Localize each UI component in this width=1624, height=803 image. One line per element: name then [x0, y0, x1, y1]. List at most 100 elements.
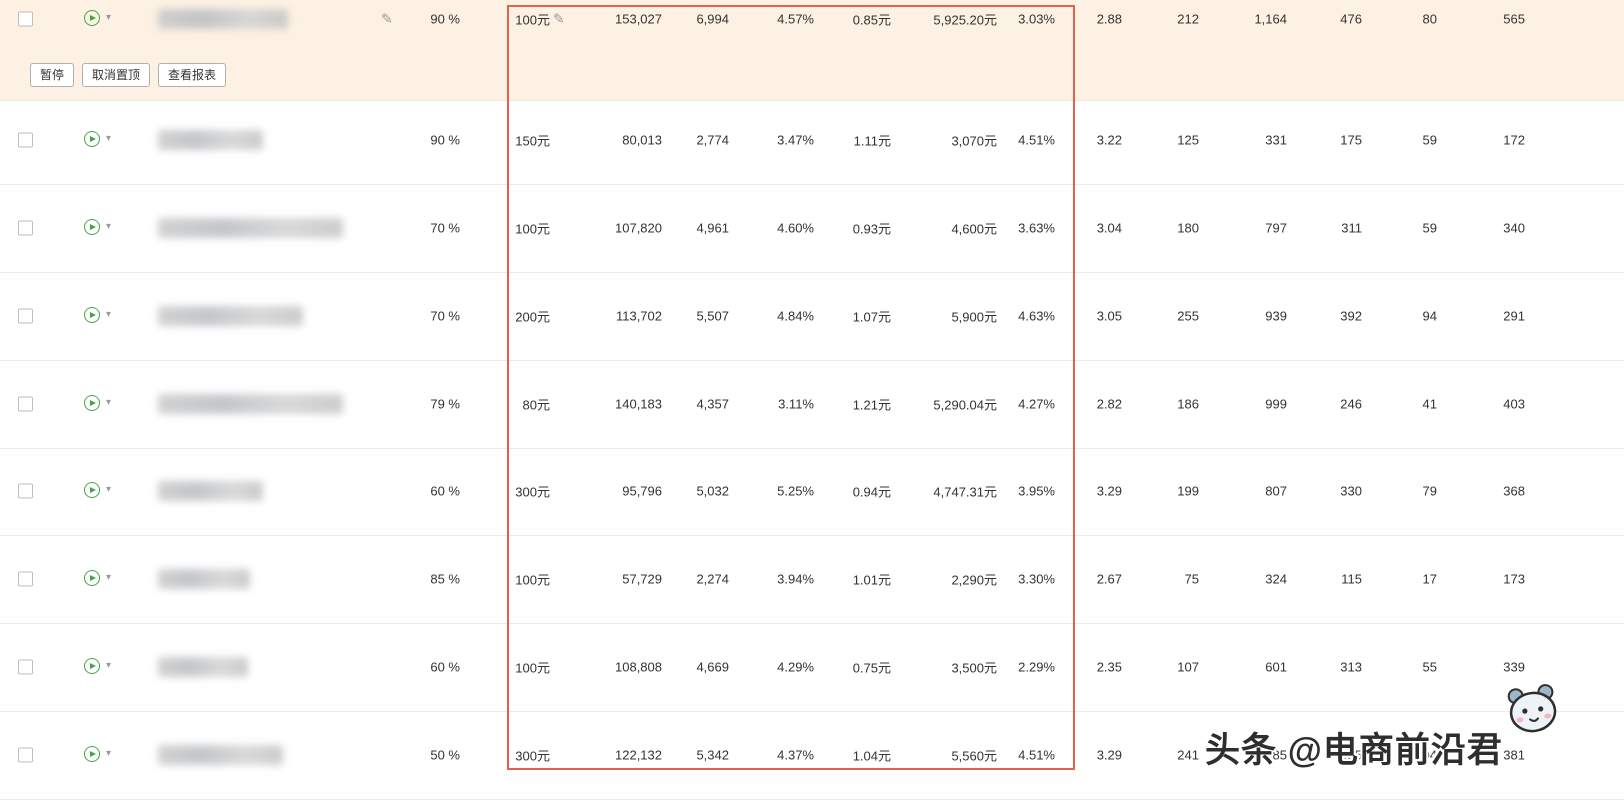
cell-metric-10: 107: [1177, 659, 1199, 675]
cell-discount-percent: 60 %: [430, 483, 460, 499]
cell-impressions: 107,820: [615, 220, 662, 236]
chevron-down-icon[interactable]: ▾: [106, 660, 112, 671]
cell-impressions: 80,013: [622, 132, 662, 148]
cell-daily-budget: 300元: [515, 484, 550, 500]
cell-metric-10: 125: [1177, 132, 1199, 148]
cell-metric-11: 1,164: [1254, 11, 1287, 26]
campaign-name-redacted: [158, 394, 343, 414]
chevron-down-icon[interactable]: ▾: [106, 397, 112, 408]
chevron-down-icon[interactable]: ▾: [106, 221, 112, 232]
campaign-name-redacted: [158, 8, 288, 29]
row-checkbox[interactable]: [18, 483, 33, 499]
cell-conversion-rate: 3.63%: [1018, 220, 1055, 236]
play-button[interactable]: ▾: [84, 130, 118, 150]
cell-metric-12: 330: [1340, 483, 1362, 499]
cell-spend: 3,500元: [951, 660, 997, 676]
cell-metric-10: 199: [1177, 483, 1199, 499]
chevron-down-icon[interactable]: ▾: [106, 133, 112, 144]
cell-metric-11: 939: [1265, 308, 1287, 324]
row-checkbox[interactable]: [18, 308, 33, 324]
cell-daily-budget: 80元: [522, 397, 550, 413]
play-icon: [84, 482, 100, 498]
cell-cpc: 0.85元: [852, 12, 891, 27]
play-icon: [84, 9, 100, 26]
play-button[interactable]: ▾: [84, 306, 118, 326]
cell-metric-12: 455: [1340, 747, 1362, 763]
chevron-down-icon[interactable]: ▾: [106, 309, 112, 320]
cell-metric-13: 80: [1422, 11, 1437, 26]
cell-metric-9: 2.82: [1096, 396, 1122, 412]
cell-conversion-rate: 4.63%: [1018, 308, 1055, 324]
cell-clicks: 2,274: [696, 571, 729, 587]
play-button[interactable]: ▾: [84, 9, 118, 29]
pause-button[interactable]: 暂停: [30, 63, 75, 87]
chevron-down-icon[interactable]: ▾: [106, 484, 112, 495]
table-row: ▾ 90 % ✎ 100元 ✎ 153,027 6,994 4.57% 0.85…: [0, 0, 1624, 37]
campaign-name-redacted: [158, 657, 248, 677]
cell-ctr: 4.29%: [777, 659, 814, 675]
row-checkbox[interactable]: [18, 396, 33, 412]
unpin-button[interactable]: 取消置顶: [82, 63, 151, 87]
cell-metric-9: 2.67: [1096, 571, 1122, 587]
row-checkbox[interactable]: [18, 659, 33, 675]
cell-metric-13: 17: [1422, 571, 1437, 587]
cell-daily-budget: 150元: [515, 133, 550, 149]
cell-conversion-rate: 3.30%: [1018, 571, 1055, 587]
table-row: ▾ 70 % ✎ 200元 ✎ 113,702 5,507 4.84% 1.07…: [0, 272, 1624, 361]
cell-metric-14: 381: [1503, 747, 1525, 763]
campaign-name-redacted: [158, 569, 250, 589]
cell-daily-budget: 100元: [515, 12, 550, 27]
chevron-down-icon[interactable]: ▾: [106, 11, 112, 23]
play-button[interactable]: ▾: [84, 481, 118, 501]
cell-spend: 4,747.31元: [933, 484, 997, 500]
play-button[interactable]: ▾: [84, 745, 118, 765]
row-checkbox[interactable]: [18, 220, 33, 236]
edit-budget-icon[interactable]: ✎: [553, 10, 565, 26]
cell-conversion-rate: 4.27%: [1018, 396, 1055, 412]
cell-metric-11: 797: [1265, 220, 1287, 236]
cell-daily-budget: 300元: [515, 748, 550, 764]
cell-metric-14: 340: [1503, 220, 1525, 236]
cell-impressions: 113,702: [615, 308, 662, 324]
cell-metric-13: 55: [1422, 659, 1437, 675]
cell-discount-percent: 79 %: [430, 396, 460, 412]
play-button[interactable]: ▾: [84, 657, 118, 677]
action-bar: 暂停 取消置顶 查看报表: [30, 63, 227, 87]
cell-impressions: 108,808: [615, 659, 662, 675]
play-icon: [84, 395, 100, 411]
cell-spend: 3,070元: [951, 133, 997, 149]
chevron-down-icon[interactable]: ▾: [106, 572, 112, 583]
play-icon: [84, 570, 100, 586]
cell-metric-14: 339: [1503, 659, 1525, 675]
row-checkbox[interactable]: [18, 747, 33, 763]
cell-discount-percent: 90 %: [430, 11, 460, 26]
cell-spend: 5,290.04元: [933, 397, 997, 413]
cell-discount-percent: 85 %: [430, 571, 460, 587]
cell-daily-budget: 100元: [515, 221, 550, 237]
cell-discount-percent: 90 %: [430, 132, 460, 148]
cell-metric-11: 601: [1265, 659, 1287, 675]
play-button[interactable]: ▾: [84, 394, 118, 414]
play-button[interactable]: ▾: [84, 218, 118, 238]
edit-name-icon[interactable]: ✎: [381, 10, 393, 26]
cell-metric-9: 2.35: [1096, 659, 1122, 675]
play-button[interactable]: ▾: [84, 569, 118, 589]
table-row: ▾ 60 % ✎ 100元 ✎ 108,808 4,669 4.29% 0.75…: [0, 623, 1624, 712]
view-report-button[interactable]: 查看报表: [158, 63, 227, 87]
cell-conversion-rate: 2.29%: [1018, 659, 1055, 675]
row-checkbox[interactable]: [18, 132, 33, 148]
chevron-down-icon[interactable]: ▾: [106, 748, 112, 759]
row-checkbox[interactable]: [18, 571, 33, 587]
cell-clicks: 4,357: [696, 396, 729, 412]
campaign-name-redacted: [158, 306, 303, 326]
cell-metric-11: 999: [1265, 396, 1287, 412]
cell-metric-9: 3.04: [1096, 220, 1122, 236]
cell-cpc: 1.07元: [852, 309, 891, 325]
cell-metric-13: 59: [1422, 132, 1437, 148]
cell-cpc: 1.01元: [852, 572, 891, 588]
table-row: ▾ 90 % ✎ 150元 ✎ 80,013 2,774 3.47% 1.11元…: [0, 96, 1624, 185]
cell-spend: 4,600元: [951, 221, 997, 237]
row-checkbox[interactable]: [18, 11, 33, 26]
cell-ctr: 4.60%: [777, 220, 814, 236]
cell-clicks: 4,669: [696, 659, 729, 675]
